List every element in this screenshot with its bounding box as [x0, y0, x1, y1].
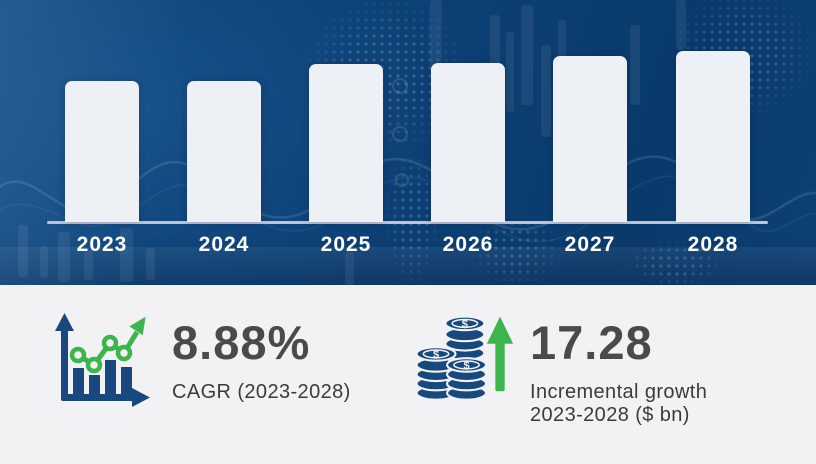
candlestick-decoration [490, 15, 500, 110]
stats-section: 8.88% CAGR (2023-2028) $ [0, 285, 816, 464]
candlestick-decoration [345, 252, 354, 285]
candlestick-decoration [430, 0, 442, 72]
candlestick-decoration [521, 5, 533, 105]
chart-baseline [47, 221, 768, 224]
candlestick-decoration [58, 232, 70, 282]
bar-chart-growth-icon [55, 313, 150, 407]
bar-2024 [187, 81, 261, 222]
background-band-decoration [0, 247, 816, 285]
bar-chart: 2023 2024 2025 2026 2027 2028 [47, 51, 768, 256]
candlestick-decoration [84, 250, 93, 280]
bar-label-2025: 2025 [320, 233, 372, 256]
candlestick-decoration [506, 32, 514, 112]
ring-decoration [392, 126, 408, 142]
incremental-growth-label-line1: Incremental growth [530, 381, 708, 403]
ring-decoration [392, 78, 408, 94]
candlestick-decoration [676, 0, 686, 50]
incremental-growth-label-line2: 2023-2028 ($ bn) [530, 404, 690, 426]
bar-label-2024: 2024 [198, 233, 250, 256]
candlestick-decoration [558, 20, 566, 90]
candlestick-decoration [40, 246, 48, 278]
dollar-sign: $ [463, 360, 469, 372]
coin-stack-growth-icon: $ $ $ [415, 315, 514, 401]
bar-2028 [676, 51, 750, 222]
candlestick-decoration [146, 248, 155, 280]
bar-label-2023: 2023 [76, 233, 128, 256]
dollar-sign: $ [433, 349, 439, 361]
bar-2027 [553, 56, 627, 222]
world-map-dots-decoration [468, 212, 563, 285]
cagr-label: CAGR (2023-2028) [172, 381, 351, 403]
ring-decoration [395, 173, 409, 187]
candlestick-decoration [120, 228, 133, 282]
bar-2026 [431, 63, 505, 222]
market-chart-section: 2023 2024 2025 2026 2027 2028 [0, 0, 816, 285]
bar-2025 [309, 64, 383, 222]
bar-label-2026: 2026 [442, 233, 494, 256]
bar-label-2028: 2028 [687, 233, 739, 256]
candlestick-decoration [541, 45, 551, 137]
bar-2023 [65, 81, 139, 222]
bar-label-2027: 2027 [564, 233, 616, 256]
candlestick-decoration [18, 225, 28, 277]
incremental-growth-value: 17.28 [530, 316, 653, 369]
candlestick-decoration [630, 25, 640, 105]
world-map-dots-decoration [625, 238, 725, 285]
dollar-sign: $ [462, 319, 468, 331]
cagr-value: 8.88% [172, 316, 311, 369]
